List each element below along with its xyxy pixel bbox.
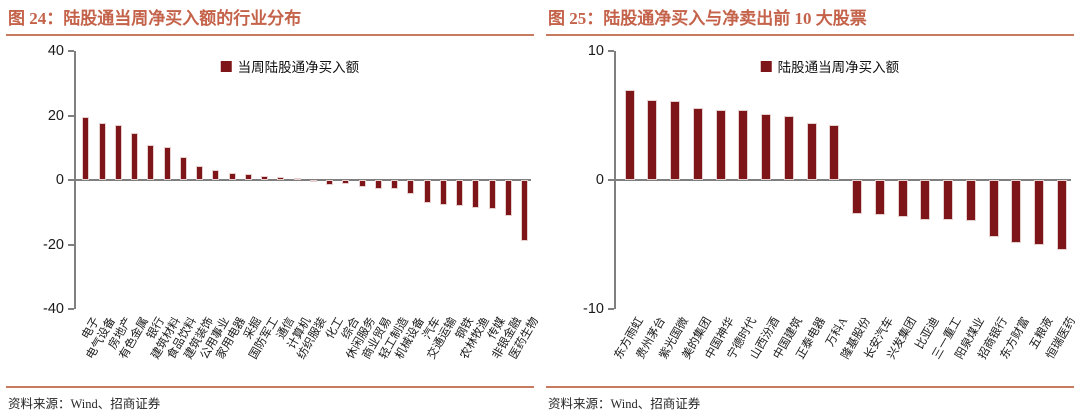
bar: [784, 115, 794, 180]
bar: [1034, 180, 1044, 245]
bar: [829, 124, 839, 180]
bar: [1011, 180, 1021, 244]
x-axis: [76, 179, 531, 181]
bar: [326, 180, 333, 185]
figure-25-source: 资料来源：Wind、招商证券: [546, 386, 1074, 412]
figure-25-title: 图 25：陆股通净买入与净卖出前 10 大股票: [546, 5, 1074, 36]
y-tick-label: -20: [43, 236, 64, 253]
figure-25-panel: 图 25：陆股通净买入与净卖出前 10 大股票 10 0 -10 陆股通当周净买入额东…: [540, 0, 1080, 414]
y-tick-label: -40: [43, 301, 64, 317]
y-tick-mark: [608, 50, 614, 52]
legend-swatch-icon: [760, 60, 772, 72]
bar: [521, 180, 528, 242]
bar: [310, 180, 317, 182]
bar: [943, 180, 953, 220]
legend: 陆股通当周净买入额: [760, 56, 900, 76]
bar: [761, 114, 771, 180]
bar: [505, 180, 512, 217]
bar: [359, 180, 366, 188]
y-tick-mark: [608, 308, 614, 310]
bar: [375, 180, 382, 189]
bar: [489, 180, 496, 210]
y-tick-label: 10: [587, 43, 604, 59]
bar: [647, 100, 657, 180]
y-tick-mark: [68, 243, 74, 246]
legend-swatch-icon: [220, 60, 232, 72]
figure-24-title: 图 24：陆股通当周净买入额的行业分布: [6, 5, 534, 36]
legend-label: 当周陆股通净买入额: [237, 60, 360, 75]
bar: [164, 147, 171, 180]
legend-label: 陆股通当周净买入额: [777, 60, 900, 75]
bar: [456, 180, 463, 207]
bar: [424, 180, 431, 204]
bar: [693, 107, 703, 180]
y-tick-mark: [68, 50, 74, 52]
bar: [670, 101, 680, 180]
figure-24-panel: 图 24：陆股通当周净买入额的行业分布 40 20 0 -20 -40 当周陆股通净买入额…: [6, 5, 540, 412]
bar: [898, 180, 908, 218]
bar: [180, 157, 187, 180]
y-tick-label: 0: [595, 172, 604, 188]
bar: [342, 180, 349, 185]
bar: [852, 180, 862, 214]
bar: [875, 180, 885, 215]
bar: [147, 144, 154, 180]
bar: [99, 123, 106, 180]
bar: [212, 170, 219, 180]
bar: [989, 180, 999, 237]
bar: [229, 172, 236, 180]
bar: [131, 133, 138, 180]
bar: [716, 110, 726, 180]
figure-24-source: 资料来源：Wind、招商证券: [6, 386, 534, 412]
y-tick-mark: [68, 114, 74, 117]
bar: [440, 180, 447, 205]
y-tick-label: -10: [583, 301, 604, 317]
figure-24-chart: 40 20 0 -20 -40 当周陆股通净买入额 电子 电气设备 房地产 有色金属 银行 建筑材料食…: [6, 36, 540, 386]
figure-25-chart: 10 0 -10 陆股通当周净买入额 东方雨虹 贵州茅台 紫光国微 美的集团 中国神华 宁德时代山…: [546, 36, 1078, 386]
bar: [277, 176, 284, 180]
bar: [920, 180, 930, 220]
bar: [738, 110, 748, 180]
bar: [196, 165, 203, 180]
y-tick-mark: [608, 179, 614, 181]
bar: [391, 180, 398, 190]
bar: [625, 89, 635, 180]
y-axis: [74, 51, 76, 309]
bar: [807, 123, 817, 180]
bar: [294, 178, 301, 181]
y-tick-label: 20: [47, 107, 64, 124]
bar: [261, 175, 268, 180]
y-axis: [614, 51, 616, 309]
y-tick-mark: [68, 308, 74, 310]
y-tick-mark: [68, 179, 74, 181]
x-axis: [616, 179, 1071, 181]
bar: [115, 124, 122, 180]
bar: [82, 117, 89, 180]
legend: 当周陆股通净买入额: [220, 56, 360, 76]
y-tick-label: 0: [55, 172, 64, 188]
bar: [407, 180, 414, 195]
bar: [245, 174, 252, 180]
y-tick-label: 40: [47, 43, 64, 59]
bar: [1057, 180, 1067, 250]
bar: [966, 180, 976, 222]
bar: [472, 180, 479, 209]
